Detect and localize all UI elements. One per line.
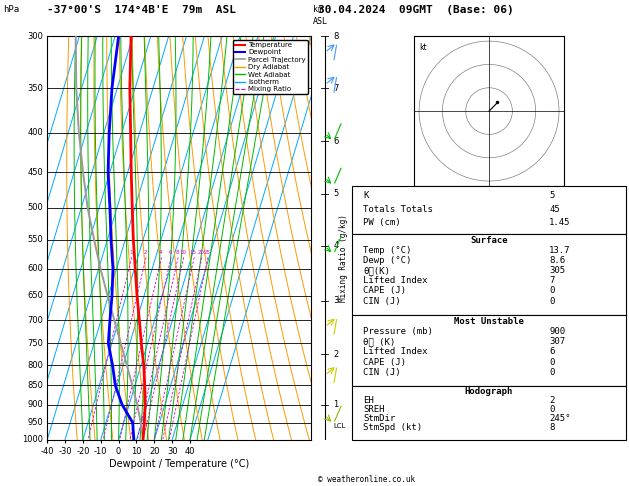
Text: 800: 800 <box>27 361 43 369</box>
Text: 307: 307 <box>549 337 565 346</box>
Text: km: km <box>313 5 323 14</box>
Text: CIN (J): CIN (J) <box>363 296 401 306</box>
Text: StmDir: StmDir <box>363 414 396 423</box>
Text: 3: 3 <box>333 296 339 305</box>
Bar <box>352 234 626 315</box>
Text: 1: 1 <box>333 400 339 409</box>
Text: 4: 4 <box>159 250 162 255</box>
Text: ASL: ASL <box>313 17 328 26</box>
Bar <box>352 386 626 440</box>
Text: kt: kt <box>419 43 426 52</box>
Text: 4: 4 <box>333 241 339 250</box>
Legend: Temperature, Dewpoint, Parcel Trajectory, Dry Adiabat, Wet Adiabat, Isotherm, Mi: Temperature, Dewpoint, Parcel Trajectory… <box>233 40 308 94</box>
Text: θᴄ (K): θᴄ (K) <box>363 337 396 346</box>
Text: 400: 400 <box>28 128 43 138</box>
Text: 6: 6 <box>169 250 172 255</box>
Text: 7: 7 <box>333 84 339 93</box>
Text: -37°00'S  174°4B'E  79m  ASL: -37°00'S 174°4B'E 79m ASL <box>47 5 236 15</box>
Text: © weatheronline.co.uk: © weatheronline.co.uk <box>318 474 415 484</box>
Text: 20: 20 <box>198 250 204 255</box>
Text: Lifted Index: Lifted Index <box>363 347 428 356</box>
Text: 0: 0 <box>549 358 555 366</box>
Text: 1: 1 <box>129 250 133 255</box>
Text: K: K <box>363 191 369 200</box>
Text: LCL: LCL <box>333 423 346 429</box>
Text: Totals Totals: Totals Totals <box>363 205 433 214</box>
Text: Lifted Index: Lifted Index <box>363 276 428 285</box>
Text: Most Unstable: Most Unstable <box>454 317 524 326</box>
Text: CIN (J): CIN (J) <box>363 368 401 377</box>
Text: PW (cm): PW (cm) <box>363 218 401 227</box>
Text: 25: 25 <box>204 250 211 255</box>
Text: 950: 950 <box>28 418 43 427</box>
Text: 2: 2 <box>333 350 339 359</box>
Text: 5: 5 <box>333 190 339 198</box>
Bar <box>352 315 626 386</box>
Text: 8: 8 <box>333 32 339 41</box>
Text: CAPE (J): CAPE (J) <box>363 358 406 366</box>
Text: hPa: hPa <box>3 5 19 14</box>
Text: StmSpd (kt): StmSpd (kt) <box>363 423 422 432</box>
Text: Dewp (°C): Dewp (°C) <box>363 256 411 265</box>
Text: 350: 350 <box>27 84 43 93</box>
Text: EH: EH <box>363 396 374 405</box>
Text: 2: 2 <box>549 396 555 405</box>
Text: 900: 900 <box>549 327 565 336</box>
Text: 1.45: 1.45 <box>549 218 571 227</box>
Text: Mixing Ratio (g/kg): Mixing Ratio (g/kg) <box>340 214 348 302</box>
Text: 2: 2 <box>143 250 147 255</box>
Text: SREH: SREH <box>363 405 385 414</box>
Text: Hodograph: Hodograph <box>465 387 513 396</box>
Text: 0: 0 <box>549 296 555 306</box>
X-axis label: Dewpoint / Temperature (°C): Dewpoint / Temperature (°C) <box>109 459 249 469</box>
Text: 600: 600 <box>27 264 43 273</box>
Text: 13.7: 13.7 <box>549 246 571 255</box>
Text: 30.04.2024  09GMT  (Base: 06): 30.04.2024 09GMT (Base: 06) <box>318 5 513 15</box>
Bar <box>352 186 626 234</box>
Text: 15: 15 <box>190 250 197 255</box>
Text: 0: 0 <box>549 405 555 414</box>
Text: 6: 6 <box>549 347 555 356</box>
Text: 750: 750 <box>27 339 43 348</box>
Text: θᴄ(K): θᴄ(K) <box>363 266 390 275</box>
Text: 700: 700 <box>27 316 43 325</box>
Text: 7: 7 <box>549 276 555 285</box>
Text: 8: 8 <box>549 423 555 432</box>
Text: 1000: 1000 <box>22 435 43 444</box>
Text: 850: 850 <box>27 381 43 390</box>
Text: 900: 900 <box>28 400 43 409</box>
Text: 300: 300 <box>27 32 43 41</box>
Text: 0: 0 <box>549 368 555 377</box>
Text: 500: 500 <box>28 203 43 212</box>
Text: CAPE (J): CAPE (J) <box>363 286 406 295</box>
Text: 5: 5 <box>549 191 555 200</box>
Text: 550: 550 <box>28 235 43 244</box>
Text: Surface: Surface <box>470 236 508 244</box>
Text: 8.6: 8.6 <box>549 256 565 265</box>
Text: 10: 10 <box>179 250 186 255</box>
Text: 245°: 245° <box>549 414 571 423</box>
Text: Temp (°C): Temp (°C) <box>363 246 411 255</box>
Text: Pressure (mb): Pressure (mb) <box>363 327 433 336</box>
Text: 450: 450 <box>28 168 43 177</box>
Text: 650: 650 <box>27 291 43 300</box>
Text: 305: 305 <box>549 266 565 275</box>
Text: 45: 45 <box>549 205 560 214</box>
Text: 0: 0 <box>549 286 555 295</box>
Text: 6: 6 <box>333 137 339 146</box>
Text: 8: 8 <box>175 250 179 255</box>
